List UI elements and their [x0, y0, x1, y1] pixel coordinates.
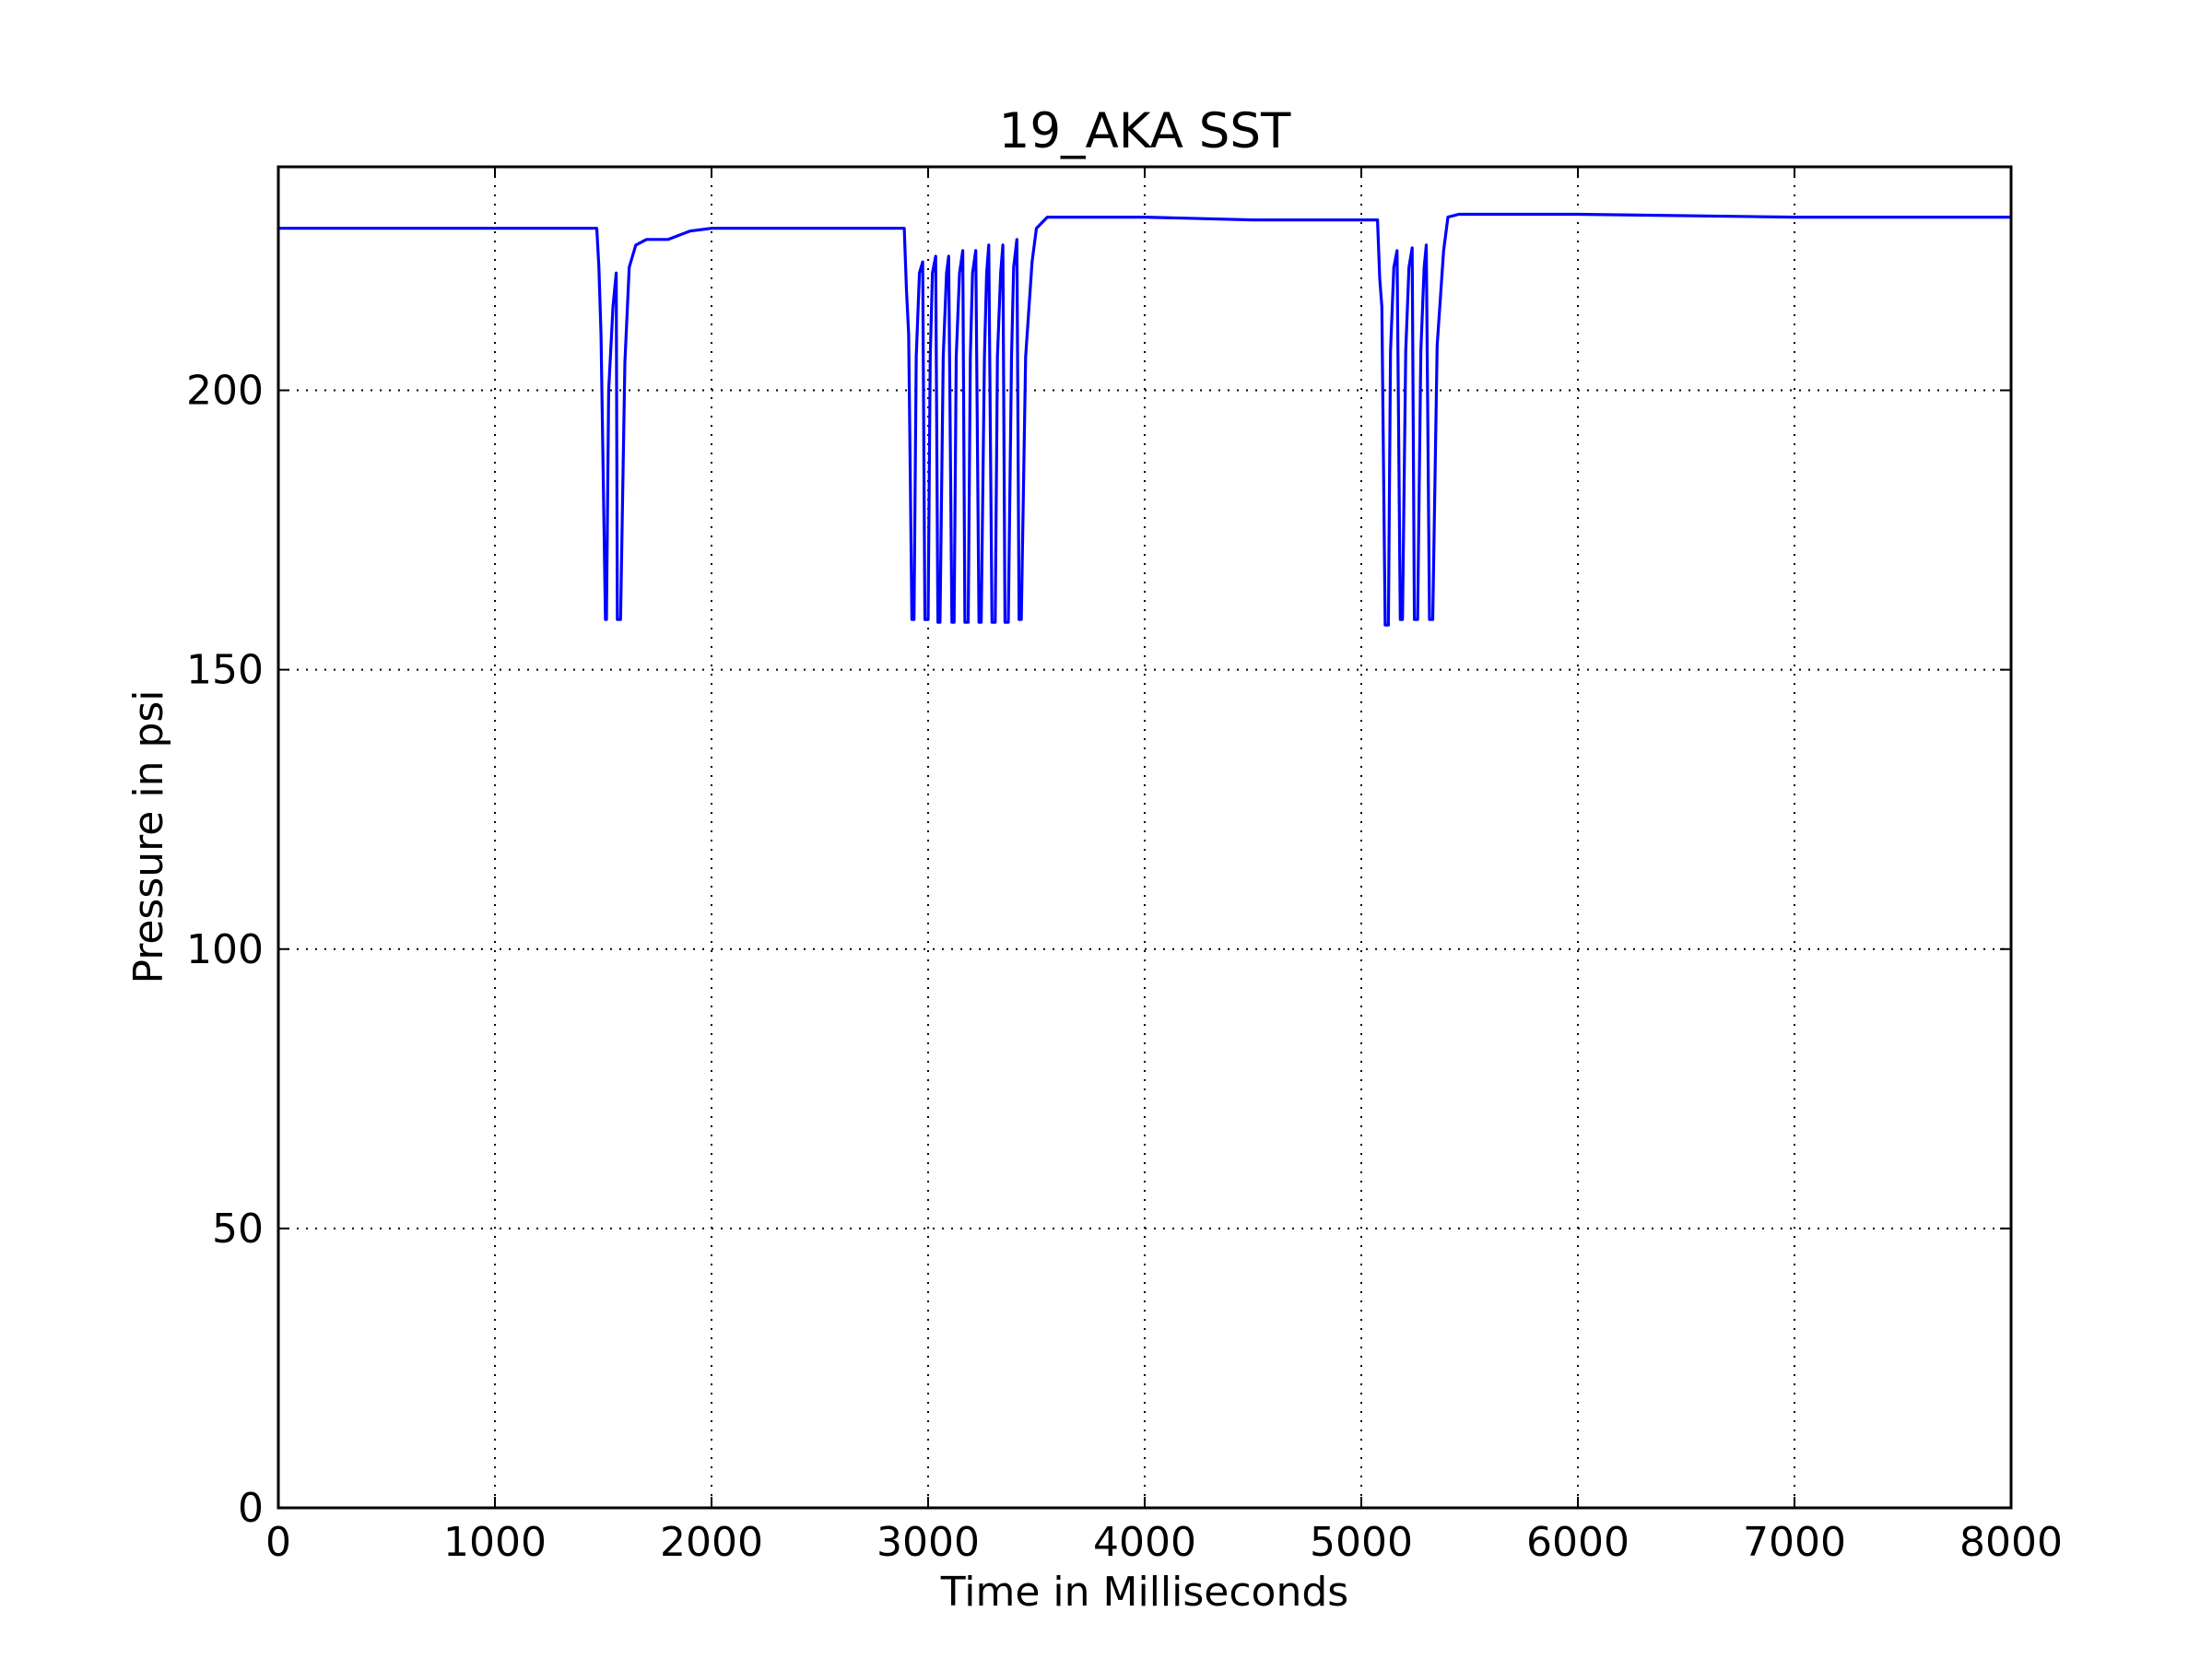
x-tick-label: 2000	[660, 1519, 763, 1566]
x-tick-label: 8000	[1959, 1519, 2063, 1566]
ticks: 0 1000 2000 3000 4000 5000 6000 7000 8000 0 50 100 1…	[186, 167, 2063, 1566]
y-tick-label: 150	[186, 647, 264, 694]
x-tick-label: 3000	[877, 1519, 980, 1566]
x-tick-label: 7000	[1743, 1519, 1846, 1566]
y-tick-label: 200	[186, 368, 264, 415]
y-tick-label: 50	[212, 1206, 264, 1253]
chart-title: 19_AKA SST	[999, 103, 1291, 159]
x-tick-label: 4000	[1093, 1519, 1196, 1566]
x-tick-label: 5000	[1310, 1519, 1413, 1566]
series-line-0	[276, 212, 2013, 627]
x-tick-label: 1000	[443, 1519, 547, 1566]
x-tick-label: 0	[265, 1519, 291, 1566]
y-tick-label: 0	[238, 1485, 264, 1532]
y-tick-label: 100	[186, 926, 264, 973]
grid	[278, 167, 2011, 1508]
plot-frame	[276, 165, 2013, 1510]
x-axis-title: Time in Milliseconds	[940, 1569, 1348, 1616]
series-layer	[276, 212, 2013, 627]
y-axis-title: Pressure in psi	[125, 689, 172, 983]
x-tick-label: 6000	[1526, 1519, 1630, 1566]
